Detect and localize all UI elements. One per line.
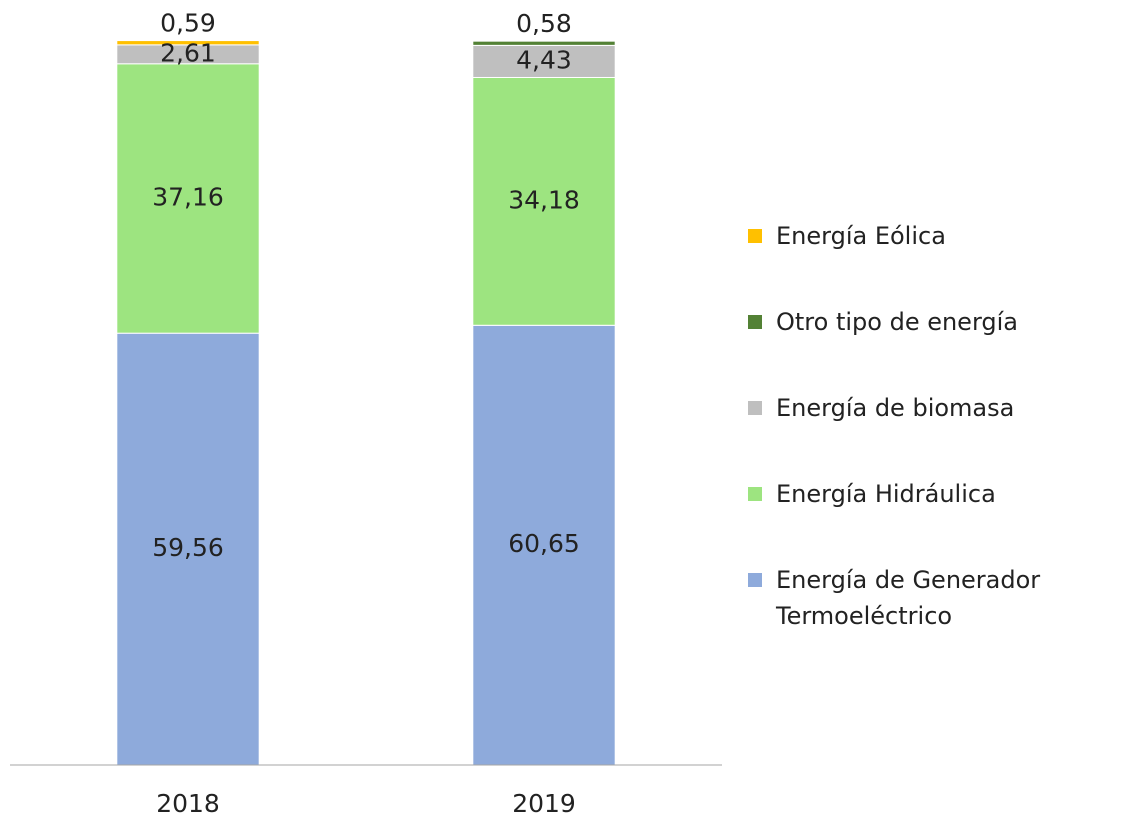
data-label: 60,65 bbox=[508, 529, 580, 558]
data-label: 2,61 bbox=[160, 38, 216, 67]
bar-segment bbox=[472, 76, 616, 326]
legend-swatch bbox=[748, 229, 762, 243]
legend-label: Energía de biomasa bbox=[776, 394, 1015, 422]
legend: Energía Eólica Otro tipo de energía Energí… bbox=[748, 218, 1120, 684]
legend-item: Energía de Generador Termoeléctrico bbox=[748, 562, 1120, 634]
legend-swatch bbox=[748, 315, 762, 329]
bar-segment bbox=[472, 40, 616, 46]
legend-swatch bbox=[748, 573, 762, 587]
legend-swatch bbox=[748, 487, 762, 501]
legend-item: Energía Eólica bbox=[748, 218, 1120, 254]
data-label: 34,18 bbox=[508, 185, 580, 214]
data-label: 0,59 bbox=[160, 9, 216, 38]
x-tick-label: 2019 bbox=[512, 789, 576, 818]
legend-label: Energía Hidráulica bbox=[776, 480, 996, 508]
data-label: 0,58 bbox=[516, 9, 572, 38]
legend-item: Energía de biomasa bbox=[748, 390, 1120, 426]
legend-swatch bbox=[748, 401, 762, 415]
legend-label: Energía de Generador Termoeléctrico bbox=[776, 566, 1041, 630]
bar-segment bbox=[472, 44, 616, 78]
bar-segment bbox=[116, 40, 260, 46]
data-label: 37,16 bbox=[152, 182, 224, 211]
x-tick-label: 2018 bbox=[156, 789, 220, 818]
legend-item: Energía Hidráulica bbox=[748, 476, 1120, 512]
bar-segment bbox=[116, 332, 260, 766]
legend-label: Energía Eólica bbox=[776, 222, 946, 250]
data-label: 4,43 bbox=[516, 45, 572, 74]
data-label: 59,56 bbox=[152, 533, 224, 562]
bar-segment bbox=[472, 324, 616, 766]
legend-label: Otro tipo de energía bbox=[776, 308, 1019, 336]
legend-item: Otro tipo de energía bbox=[748, 304, 1120, 340]
